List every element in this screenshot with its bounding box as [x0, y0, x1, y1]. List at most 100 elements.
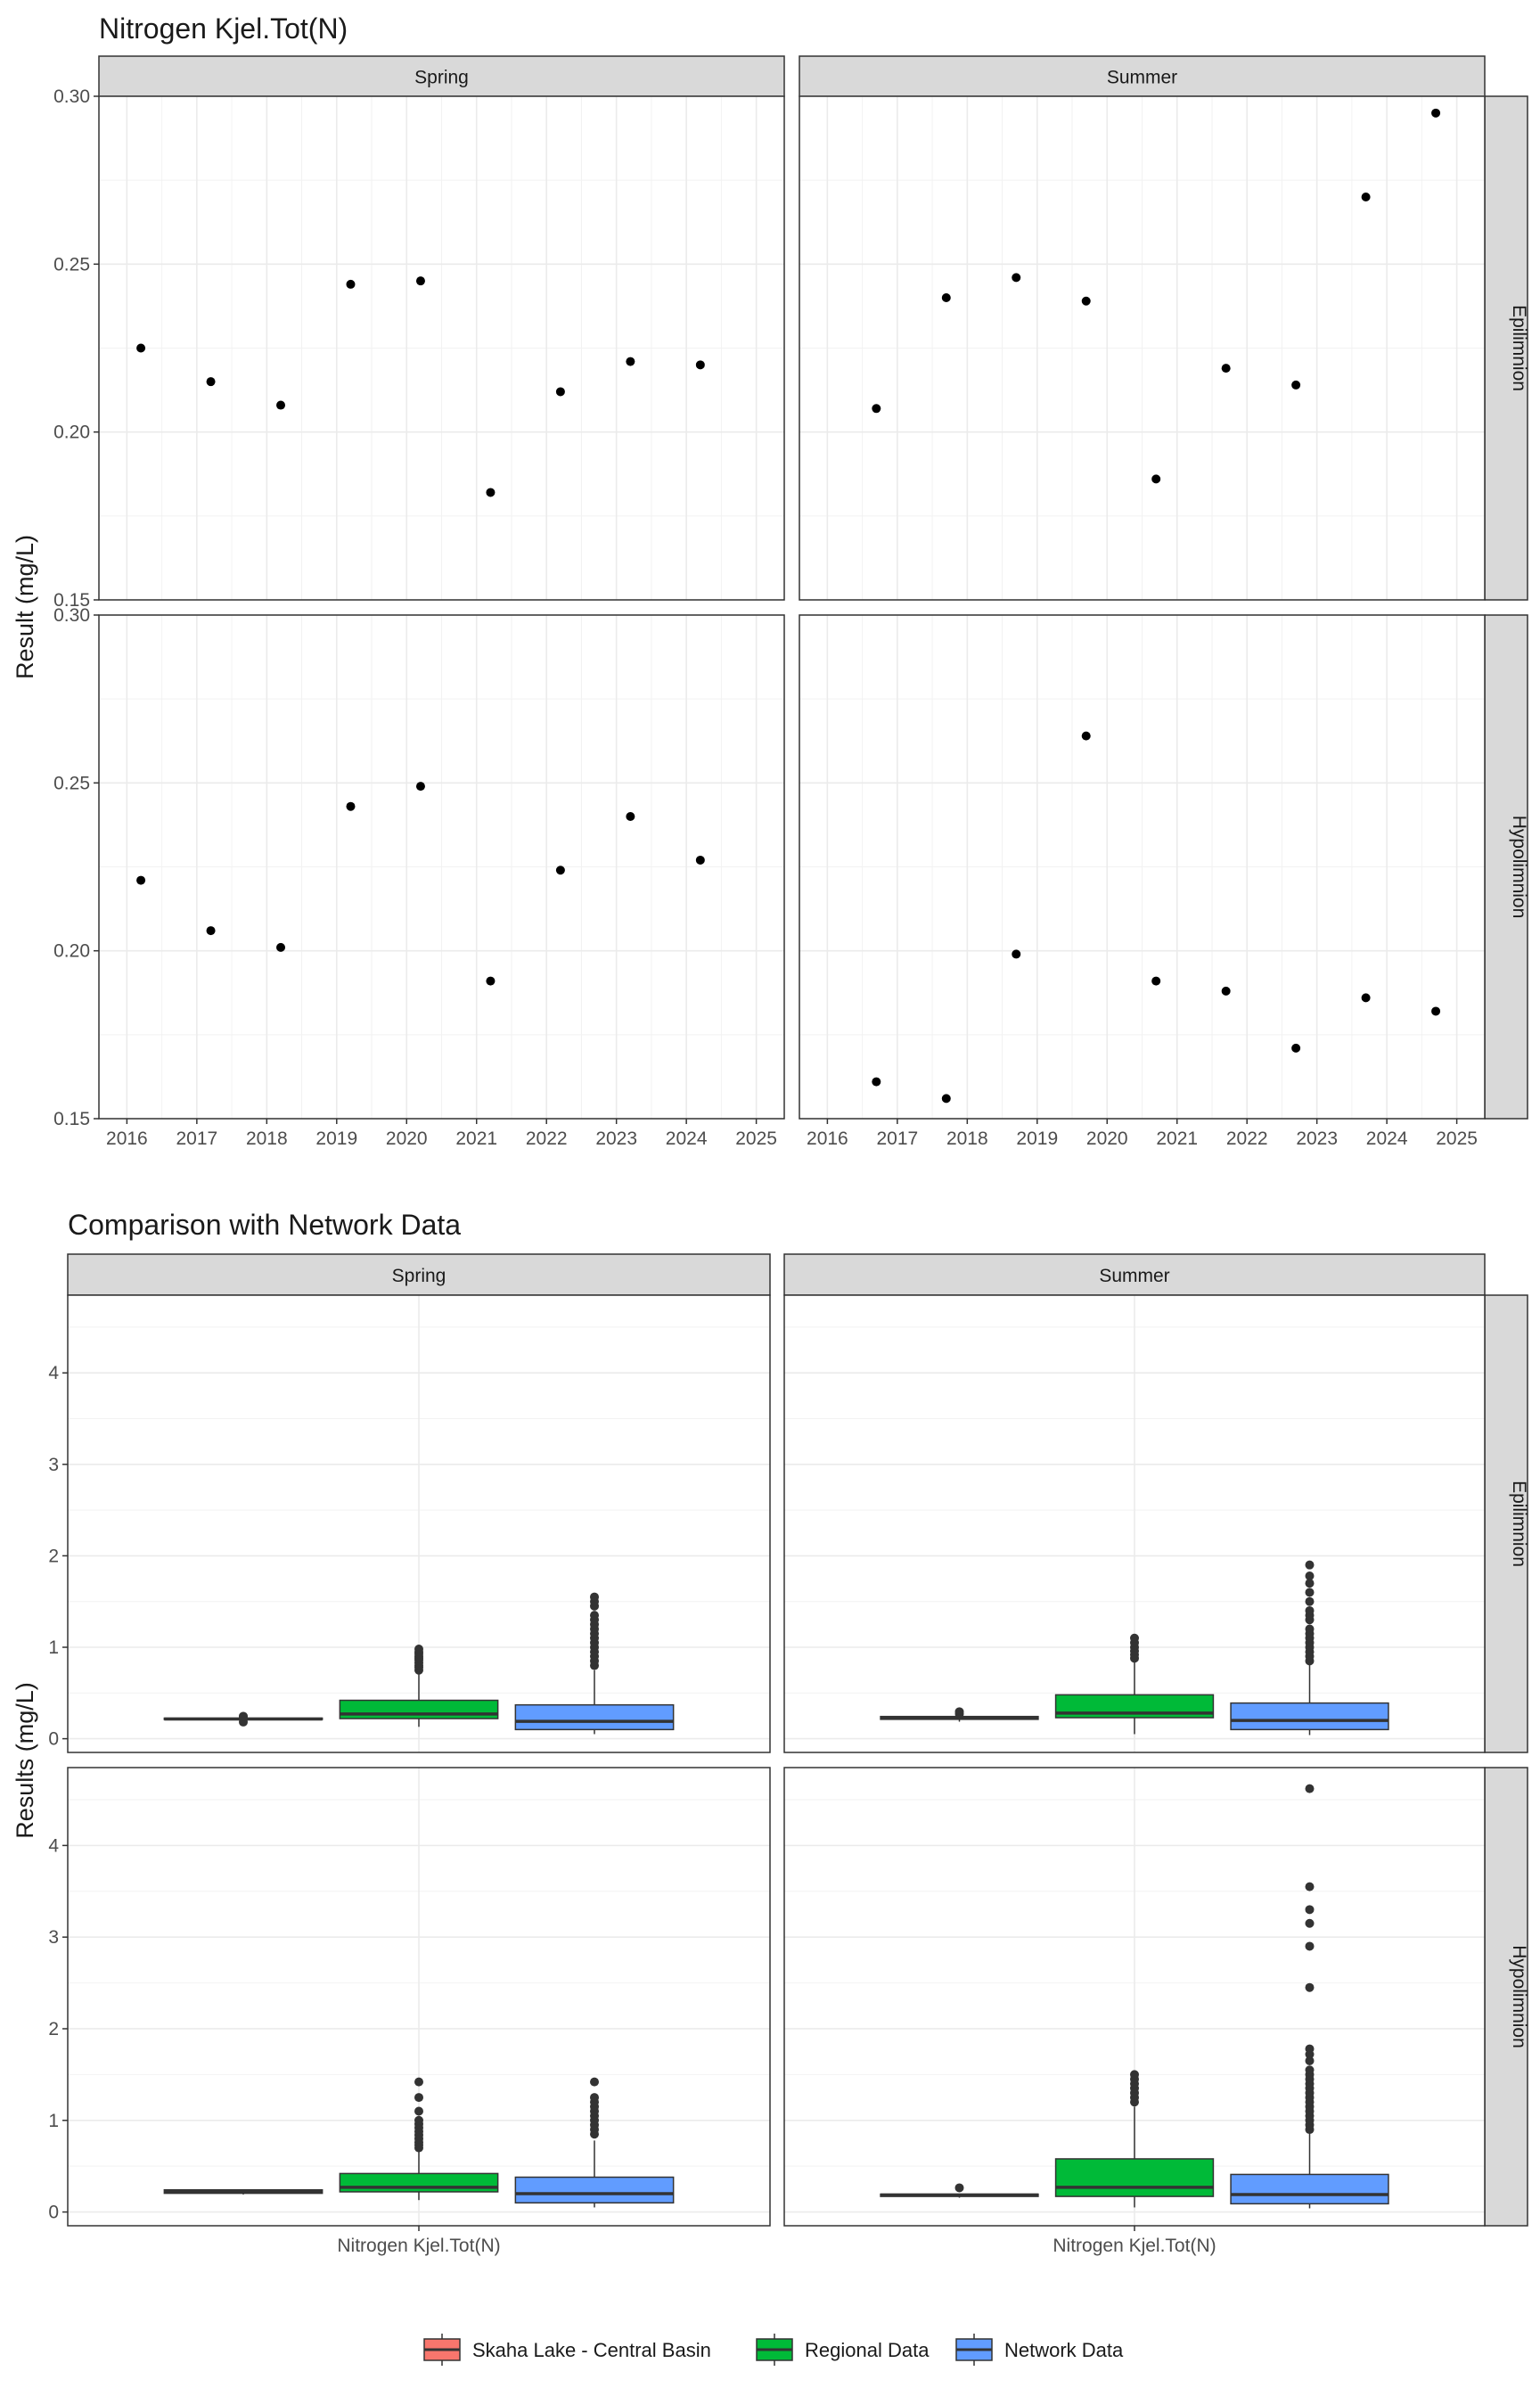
outlier-point	[414, 1645, 423, 1654]
facet-strip-spring	[98, 55, 785, 97]
y-tick-label: 0.25	[53, 254, 90, 275]
data-point	[206, 377, 216, 387]
facet-strip-label: Summer	[1107, 68, 1177, 88]
outlier-point	[1305, 1918, 1315, 1928]
x-tick-label: 2023	[1296, 1128, 1338, 1149]
data-point	[1081, 296, 1091, 306]
data-point	[1012, 949, 1021, 959]
y-tick-label: 0.15	[53, 1109, 90, 1129]
y-tick-label: 0	[48, 1729, 59, 1750]
box-skaha-lake-central-basin	[880, 2183, 1039, 2198]
outlier-point	[590, 2077, 599, 2087]
outlier-point	[1305, 2055, 1315, 2065]
panel-border	[98, 95, 785, 601]
x-tick-label: Nitrogen Kjel.Tot(N)	[337, 2236, 500, 2256]
x-tick-label: 2024	[1366, 1128, 1408, 1149]
y-tick-label: 4	[48, 1363, 59, 1383]
outlier-point	[1305, 1579, 1315, 1588]
outlier-point	[590, 1592, 599, 1602]
box-body	[1054, 2158, 1215, 2197]
panel-border	[783, 1294, 1486, 1753]
box-body	[514, 1703, 675, 1731]
outlier-point	[1305, 1784, 1315, 1793]
x-tick-label: 2021	[1156, 1128, 1198, 1149]
data-point	[941, 293, 951, 302]
facet-strip-hypolimnion	[1484, 614, 1528, 1120]
data-point	[276, 942, 286, 952]
panel-border	[98, 614, 785, 1120]
outlier-point	[954, 2183, 964, 2193]
facet-strip-label: Summer	[1099, 1266, 1169, 1286]
boxplot-panel	[783, 1767, 1486, 2227]
facet-strip-label: Spring	[414, 68, 469, 88]
outlier-point	[414, 2093, 423, 2103]
facet-strip-epilimnion	[1484, 95, 1528, 601]
data-point	[136, 343, 146, 353]
outlier-point	[590, 1611, 599, 1621]
box-regional-data	[339, 1645, 499, 1727]
x-tick-label: 2021	[455, 1128, 497, 1149]
data-point	[1431, 1006, 1441, 1016]
boxplot-panel	[67, 1767, 771, 2227]
data-point	[486, 488, 496, 497]
facet-strip-summer	[799, 55, 1486, 97]
y-tick-label: 0.25	[53, 773, 90, 793]
box-body	[1230, 1702, 1389, 1731]
box-skaha-lake-central-basin	[163, 2188, 324, 2195]
data-point	[626, 357, 635, 366]
y-tick-label: 3	[48, 1455, 59, 1475]
legend-label: Network Data	[1004, 2339, 1124, 2361]
x-tick-label: 2016	[106, 1128, 148, 1149]
y-axis-label: Results (mg/L)	[12, 1682, 38, 1839]
scatter-panel	[799, 95, 1486, 601]
outlier-point	[1305, 2044, 1315, 2054]
data-point	[872, 404, 881, 414]
facet-strip-label: Epilimnion	[1509, 305, 1529, 391]
legend-label: Regional Data	[805, 2339, 930, 2361]
outlier-point	[1305, 2065, 1315, 2075]
outlier-point	[1305, 1982, 1315, 1992]
box-network-data	[514, 1592, 675, 1735]
y-axis-label: Result (mg/L)	[12, 535, 38, 679]
data-point	[695, 360, 705, 370]
x-tick-label: 2017	[876, 1128, 918, 1149]
y-tick-label: 0.20	[53, 941, 90, 962]
outlier-point	[1305, 1596, 1315, 1606]
data-point	[872, 1077, 881, 1087]
scatter-panel	[799, 614, 1486, 1120]
box-body	[1230, 2173, 1389, 2205]
data-point	[1151, 976, 1161, 986]
box-skaha-lake-central-basin	[163, 1711, 324, 1727]
facet-strip-label: Hypolimnion	[1509, 816, 1529, 919]
scatter-panel	[98, 614, 785, 1120]
data-point	[1012, 273, 1021, 283]
box-regional-data	[339, 2077, 499, 2201]
x-tick-label: 2022	[526, 1128, 568, 1149]
outlier-point	[1130, 2070, 1139, 2080]
data-point	[1291, 1043, 1301, 1053]
facet-strip-label: Epilimnion	[1509, 1481, 1529, 1567]
outlier-point	[590, 2093, 599, 2103]
legend-key	[955, 2334, 993, 2366]
data-point	[136, 875, 146, 885]
boxplot-panel	[67, 1294, 771, 1753]
y-tick-label: 3	[48, 1927, 59, 1948]
y-tick-label: 0.20	[53, 423, 90, 443]
box-network-data	[514, 2077, 675, 2208]
data-point	[1361, 993, 1371, 1003]
x-tick-label: 2019	[315, 1128, 357, 1149]
x-tick-label: 2016	[807, 1128, 848, 1149]
data-point	[1431, 108, 1441, 118]
facet-strip-hypolimnion	[1484, 1767, 1528, 2227]
x-tick-label: 2022	[1226, 1128, 1268, 1149]
outlier-point	[954, 1707, 964, 1717]
data-point	[1151, 474, 1161, 484]
panel-border	[799, 95, 1486, 601]
outlier-point	[1305, 1624, 1315, 1634]
y-tick-label: 0.15	[53, 590, 90, 611]
box-body	[514, 2176, 675, 2204]
outlier-point	[414, 2115, 423, 2125]
data-point	[415, 782, 425, 792]
boxplot-panel	[783, 1294, 1486, 1753]
